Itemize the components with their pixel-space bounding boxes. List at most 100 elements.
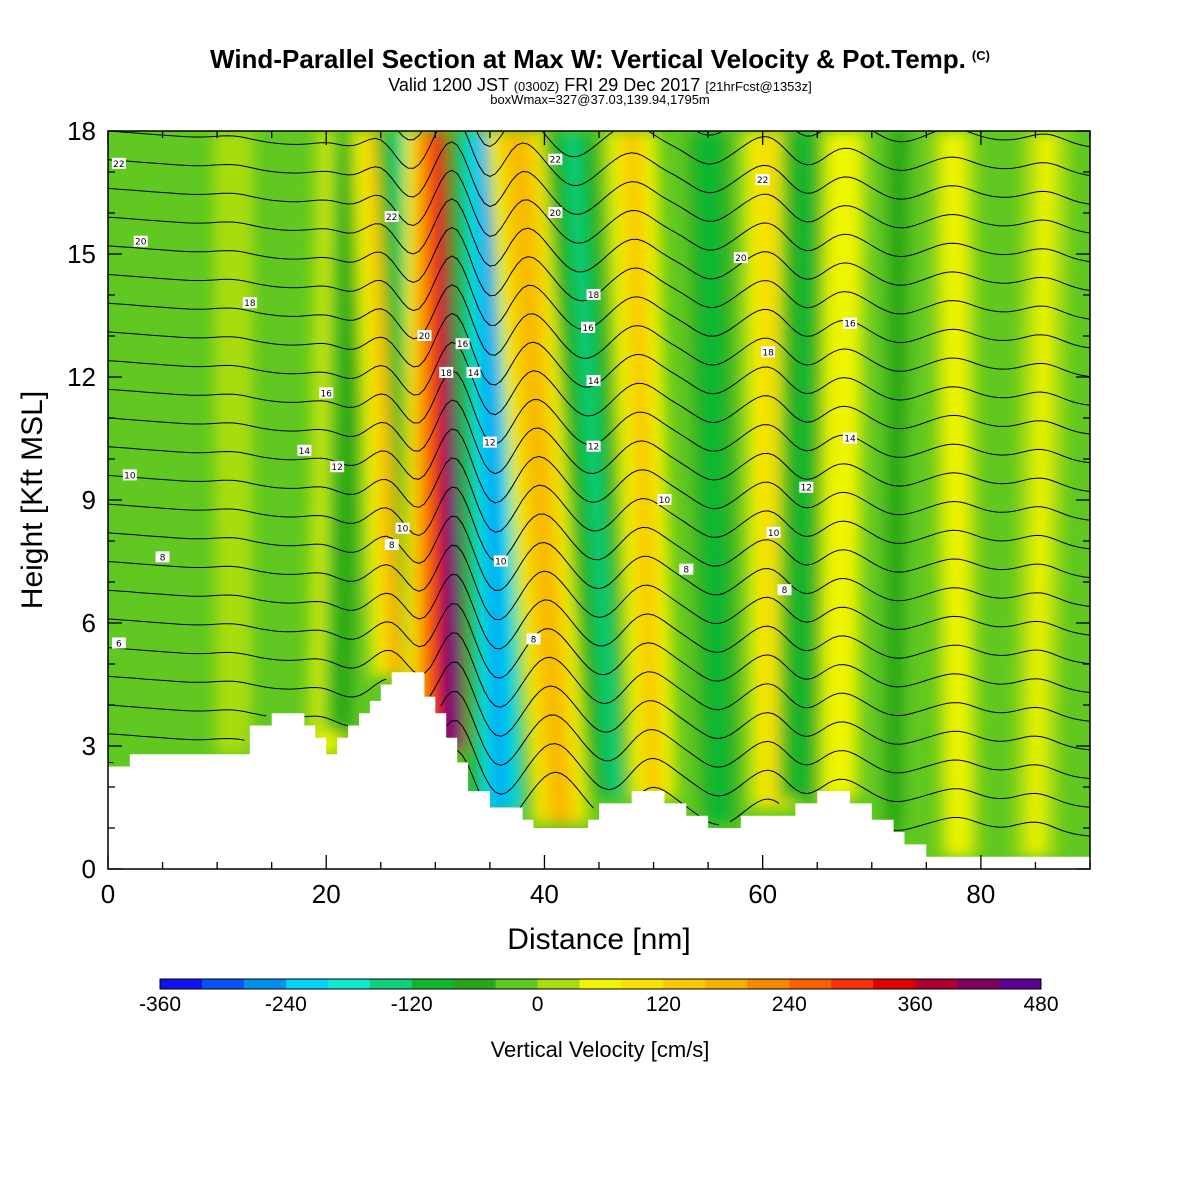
y-tick-label: 9 xyxy=(82,485,96,515)
contour-label-bg xyxy=(548,207,563,218)
contour-label-bg xyxy=(111,157,126,169)
colorbar-swatch xyxy=(579,979,622,989)
contour-label-bg xyxy=(395,522,410,534)
contour-label: 14 xyxy=(297,444,312,457)
contour-label-bg xyxy=(761,346,776,358)
contour-label: 22 xyxy=(755,174,770,186)
y-tick-label: 6 xyxy=(82,608,96,638)
contour-label-text: 22 xyxy=(550,156,561,166)
contour-label-bg xyxy=(466,366,481,378)
contour-label: 20 xyxy=(548,207,563,219)
contour-label-bg xyxy=(417,330,432,341)
colorbar-tick-label: 480 xyxy=(1023,993,1058,1016)
x-tick-label: 0 xyxy=(101,879,115,909)
contour-label-text: 14 xyxy=(588,377,600,387)
y-tick-label: 12 xyxy=(67,362,96,392)
contour-label-text: 20 xyxy=(735,254,747,264)
contour-label-text: 8 xyxy=(160,553,166,563)
contour-label-bg xyxy=(384,539,399,551)
colorbar-swatch xyxy=(285,979,329,989)
colorbar-swatch xyxy=(663,979,706,989)
contour-label-bg xyxy=(482,436,497,448)
contour-label-bg xyxy=(297,444,312,456)
contour-label: 20 xyxy=(417,330,432,342)
contour-label: 14 xyxy=(586,375,601,387)
contour-label-bg xyxy=(384,211,399,223)
contour-label: 16 xyxy=(581,321,596,334)
x-axis-label: Distance [nm] xyxy=(507,923,690,956)
colorbar-swatch xyxy=(999,979,1042,989)
contour-label: 8 xyxy=(777,584,792,596)
contour-label-bg xyxy=(455,338,470,350)
theta-contour xyxy=(108,399,1090,492)
colorbar: -360 -240 -120 0 120 240 360 480 xyxy=(139,978,1059,1016)
contour-label-text: 8 xyxy=(683,566,689,576)
contour-label: 10 xyxy=(122,469,137,481)
contour-label: 20 xyxy=(133,235,148,248)
w-band-shade xyxy=(624,131,660,800)
contour-label-bg xyxy=(657,494,672,505)
w-band xyxy=(872,131,922,833)
contour-label-bg xyxy=(330,461,345,473)
colorbar-tick-label: 0 xyxy=(532,993,544,1016)
valid-date: FRI 29 Dec 2017 xyxy=(564,75,701,95)
x-tick-label: 80 xyxy=(966,879,995,909)
contour-label-text: 16 xyxy=(457,340,469,350)
contour-label-bg xyxy=(586,375,601,387)
contour-label-bg xyxy=(586,289,601,300)
contour-label: 12 xyxy=(482,436,497,449)
colorbar-frame xyxy=(159,978,1042,990)
x-tick-label: 20 xyxy=(312,879,341,909)
contour-label: 10 xyxy=(657,494,672,506)
contour-label-text: 18 xyxy=(762,348,774,358)
contour-label-text: 22 xyxy=(757,176,768,186)
contour-label-text: 22 xyxy=(113,160,124,170)
contour-label-bg xyxy=(526,633,541,645)
contour-label: 18 xyxy=(439,366,454,379)
theta-contour xyxy=(108,661,1090,751)
contour-label-text: 20 xyxy=(419,332,431,342)
theta-contour xyxy=(108,603,1090,693)
contour-label: 8 xyxy=(526,633,541,645)
contour-label-bg xyxy=(586,440,601,452)
theta-contour xyxy=(894,111,1090,119)
contour-label: 10 xyxy=(766,526,781,539)
contour-label-text: 12 xyxy=(331,463,342,473)
w-band-shade xyxy=(479,131,506,812)
contour-label-bg xyxy=(155,551,170,563)
w-band-shade xyxy=(701,131,726,824)
copyright-mark: (C) xyxy=(971,48,990,63)
terrain xyxy=(108,672,1090,869)
theta-contour xyxy=(108,486,1090,579)
contour-label-text: 20 xyxy=(135,238,147,248)
contour-label: 22 xyxy=(111,157,126,170)
contour-label-bg xyxy=(755,174,770,186)
contour-label-text: 22 xyxy=(386,213,397,223)
w-band xyxy=(213,131,254,755)
y-tick-label: 3 xyxy=(82,731,96,761)
w-band-shade xyxy=(761,131,780,809)
contour-label: 14 xyxy=(466,366,481,379)
contour-label-bg xyxy=(581,321,596,333)
colorbar-swatch xyxy=(160,979,203,989)
contour-label: 10 xyxy=(493,555,508,568)
contour-label-text: 16 xyxy=(844,320,856,330)
contour-label: 14 xyxy=(842,432,857,445)
colorbar-label: Vertical Velocity [cm/s] xyxy=(491,1037,710,1062)
w-band-shade xyxy=(942,131,970,857)
contour-label: 12 xyxy=(799,481,814,494)
contour-label-bg xyxy=(842,432,857,444)
contour-label-bg xyxy=(733,252,748,264)
contour-label-bg xyxy=(319,387,334,399)
box-info: boxWmax=327@37.03,139.94,1795m xyxy=(490,92,710,107)
contour-label-bg xyxy=(766,526,781,538)
contour-label: 8 xyxy=(679,563,694,576)
theta-contour xyxy=(108,544,1090,636)
contour-label: 8 xyxy=(155,551,170,563)
w-band-shade xyxy=(793,131,815,801)
chart-title-text: Wind-Parallel Section at Max W: Vertical… xyxy=(210,44,966,74)
contour-label: 18 xyxy=(586,289,601,301)
contour-label-text: 16 xyxy=(320,389,332,399)
contour-label-bg xyxy=(439,366,454,378)
